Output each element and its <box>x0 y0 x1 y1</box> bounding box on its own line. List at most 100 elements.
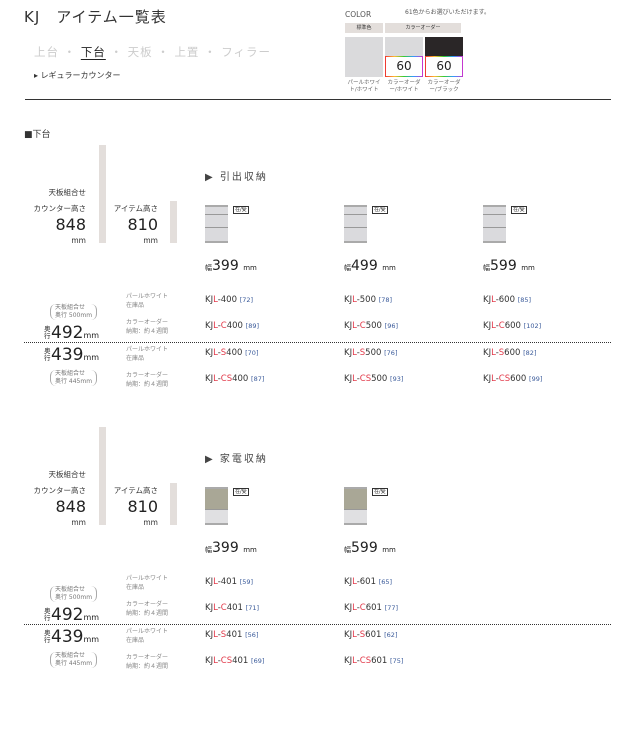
model-code: KJL-CS400 <box>205 374 249 384</box>
model-entry[interactable]: KJL-C400 [89] <box>205 321 259 331</box>
model-entry[interactable]: KJL-C401 [71] <box>205 603 259 613</box>
model-code: KJL-C400 <box>205 321 243 331</box>
category-title: ▶ 家電収納 <box>205 454 268 465</box>
unit: mm <box>143 236 158 245</box>
nav-tab-1[interactable]: 下台 <box>80 45 106 59</box>
appliance-cabinet-icon <box>205 487 228 525</box>
depth-note-line: 奥行 500mm <box>55 594 93 601</box>
unit: mm <box>382 264 396 272</box>
price: [87] <box>251 375 265 383</box>
color-note: 61色からお選びいただけます。 <box>405 9 491 16</box>
depth-kanji: 奥行 <box>44 607 51 622</box>
price: [102] <box>523 322 542 330</box>
model-entry[interactable]: KJL-S400 [70] <box>205 348 258 358</box>
model-code: KJL-600 <box>483 295 515 305</box>
spec-color: パールホワイト <box>126 293 169 300</box>
color-label: COLOR <box>345 10 372 19</box>
unit: mm <box>71 518 86 527</box>
model-code: KJL-CS401 <box>205 656 249 666</box>
price-value: 56 <box>247 631 256 639</box>
price-value: 102 <box>526 322 539 330</box>
width-prefix: 幅 <box>483 264 490 272</box>
item-height-label: アイテム高さ <box>113 204 158 213</box>
model-entry[interactable]: KJL-CS601 [75] <box>344 656 403 666</box>
model-entry[interactable]: KJL-CS600 [99] <box>483 374 542 384</box>
depth-number: 439 <box>51 345 84 365</box>
depth-value: 奥行492mm <box>44 324 99 345</box>
model-entry[interactable]: KJL-500 [78] <box>344 295 392 305</box>
width-prefix: 幅 <box>205 546 212 554</box>
depth-note: 天板組合せ 奥行 445mm <box>50 652 98 668</box>
spec-lead: 納期：約４週間 <box>126 610 169 617</box>
model-code: KJL-S500 <box>344 348 382 358</box>
model-entry[interactable]: KJL-C500 [96] <box>344 321 398 331</box>
model-code: KJL-C600 <box>483 321 521 331</box>
price: [82] <box>523 349 537 357</box>
price-value: 87 <box>253 375 262 383</box>
model-entry[interactable]: KJL-S601 [62] <box>344 630 397 640</box>
swatch-caption: カラーオーダー/ホワイト <box>387 80 421 93</box>
price-value: 76 <box>386 349 395 357</box>
spec-label: カラーオーダー 納期：約４週間 <box>126 318 168 336</box>
depth-kanji: 奥行 <box>44 629 51 644</box>
price-value: 82 <box>525 349 534 357</box>
width-prefix: 幅 <box>205 264 212 272</box>
drawer-cabinet-icon <box>483 205 506 243</box>
price: [69] <box>251 657 265 665</box>
unit: mm <box>382 546 396 554</box>
model-entry[interactable]: KJL-600 [85] <box>483 295 531 305</box>
price-value: 85 <box>520 296 529 304</box>
swatch-caption: カラーオーダー/ブラック <box>427 80 461 93</box>
unit: mm <box>83 353 100 362</box>
model-entry[interactable]: KJL-CS401 [69] <box>205 656 264 666</box>
model-entry[interactable]: KJL-601 [65] <box>344 577 392 587</box>
depth-number: 492 <box>51 323 84 343</box>
unit: mm <box>521 264 535 272</box>
price: [89] <box>245 322 260 330</box>
price: [77] <box>384 604 399 612</box>
header-divider <box>25 99 611 100</box>
depth-note-line: 天板組合せ <box>55 586 86 593</box>
model-code: KJL-400 <box>205 295 237 305</box>
price: [93] <box>390 375 404 383</box>
counter-height-value: 848 <box>55 497 86 516</box>
category-title: ▶ 引出収納 <box>205 172 268 183</box>
depth-note-line: 奥行 500mm <box>55 312 93 319</box>
model-entry[interactable]: KJL-401 [59] <box>205 577 253 587</box>
drawer-cabinet-icon <box>344 205 367 243</box>
width-value: 399 <box>212 540 239 556</box>
spec-color: パールホワイト <box>126 575 169 582</box>
divider-bar <box>170 201 177 243</box>
width-label: 幅399 mm <box>205 540 257 558</box>
spec-lead: 納期：約４週間 <box>126 328 169 335</box>
nav-tab-0[interactable]: 上台 <box>34 45 59 59</box>
model-entry[interactable]: KJL-CS500 [93] <box>344 374 403 384</box>
nav-tab-2[interactable]: 天板 <box>127 45 153 59</box>
model-entry[interactable]: KJL-400 [72] <box>205 295 253 305</box>
model-entry[interactable]: KJL-S600 [82] <box>483 348 536 358</box>
color-count: 60 <box>425 56 463 77</box>
model-entry[interactable]: KJL-C600 [102] <box>483 321 541 331</box>
model-entry[interactable]: KJL-C601 [77] <box>344 603 398 613</box>
color-swatch[interactable]: 60 <box>385 37 423 77</box>
swatch-caption: パールホワイト/ホワイト <box>347 80 381 93</box>
model-entry[interactable]: KJL-S401 [56] <box>205 630 258 640</box>
depth-divider <box>24 624 611 625</box>
price-value: 75 <box>392 657 401 665</box>
stock-order-badge: 在/受 <box>511 206 527 214</box>
spec-lead: 在庫品 <box>126 584 145 591</box>
model-entry[interactable]: KJL-CS400 [87] <box>205 374 264 384</box>
drawer-cabinet-icon <box>205 205 228 243</box>
item-height-value: 810 <box>127 497 158 516</box>
nav-tab-3[interactable]: 上置 <box>174 45 200 59</box>
nav-tab-4[interactable]: フィラー <box>221 45 272 59</box>
price-value: 62 <box>386 631 395 639</box>
model-code: KJL-S401 <box>205 630 243 640</box>
depth-note-line: 天板組合せ <box>55 652 86 659</box>
model-entry[interactable]: KJL-S500 [76] <box>344 348 397 358</box>
stock-order-badge: 在/受 <box>372 488 388 496</box>
model-code: KJL-S600 <box>483 348 521 358</box>
stock-order-badge: 在/受 <box>233 206 249 214</box>
color-swatch[interactable]: 60 <box>425 37 463 77</box>
color-swatch[interactable] <box>345 37 383 77</box>
